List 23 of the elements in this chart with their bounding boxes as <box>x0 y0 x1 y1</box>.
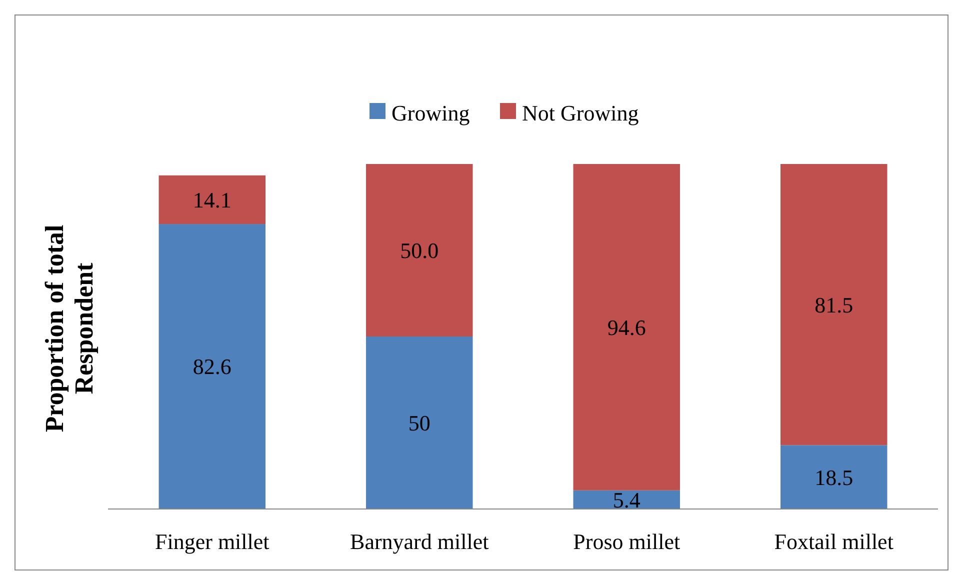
legend-label: Growing <box>392 100 470 126</box>
bar <box>780 445 888 509</box>
legend-label: Not Growing <box>522 100 639 126</box>
data-label: 82.6 <box>192 354 232 380</box>
y-axis-title: Proportion of total Respondent <box>40 224 99 432</box>
data-label: 81.5 <box>814 292 854 318</box>
x-tick-label: Finger millet <box>155 529 270 554</box>
data-label: 94.6 <box>607 314 646 340</box>
data-label: 14.1 <box>192 187 232 212</box>
x-tick-label: Proso millet <box>573 529 680 554</box>
x-tick-label: Foxtail millet <box>774 529 894 554</box>
bar <box>158 224 266 509</box>
x-tick-label: Barnyard millet <box>350 529 489 554</box>
bar <box>158 175 266 224</box>
bar <box>780 164 888 446</box>
data-label: 18.5 <box>814 464 854 490</box>
bar <box>366 336 473 509</box>
bar <box>573 164 680 490</box>
data-label: 5.4 <box>612 487 640 512</box>
bar <box>573 490 680 509</box>
data-label: 50.0 <box>400 238 439 263</box>
bar <box>366 164 473 336</box>
data-label: 50 <box>408 410 430 436</box>
